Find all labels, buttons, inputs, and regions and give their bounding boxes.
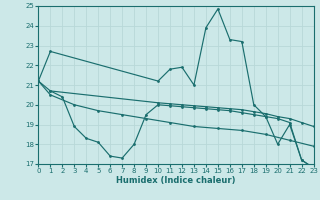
X-axis label: Humidex (Indice chaleur): Humidex (Indice chaleur): [116, 176, 236, 185]
